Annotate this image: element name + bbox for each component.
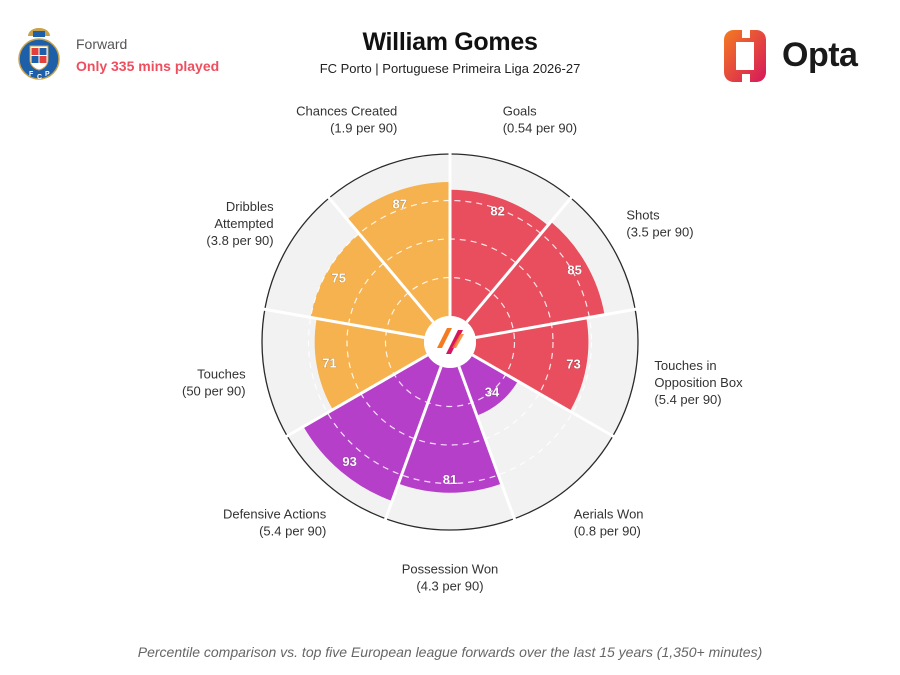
bar-dribbles-attempted	[310, 233, 434, 338]
metric-detail: (0.54 per 90)	[503, 121, 577, 136]
grid-ring-25	[384, 276, 516, 408]
metric-detail: (0.8 per 90)	[574, 523, 641, 538]
bar-defensive-actions	[303, 355, 442, 502]
metric-label: Dribbles Attempted (3.8 per 90)	[206, 199, 274, 248]
svg-text:F: F	[29, 71, 34, 78]
bar-value-label: 93	[342, 454, 356, 469]
metric-name: Dribbles	[226, 199, 274, 214]
metric-name: Goals	[503, 104, 537, 119]
center-disc	[424, 316, 476, 368]
player-info: F C P Forward Only 335 mins played	[16, 26, 276, 86]
bar-value-label: 81	[443, 472, 457, 487]
minutes-warning: Only 335 mins played	[76, 58, 220, 74]
metric-detail: (1.9 per 90)	[330, 121, 397, 136]
bar-touches	[314, 318, 428, 410]
opta-logo-icon	[724, 26, 766, 86]
title-block: William Gomes FC Porto | Portuguese Prim…	[250, 28, 650, 76]
page-title: William Gomes	[362, 28, 538, 56]
metric-name: Opposition Box	[654, 375, 743, 390]
metric-label: Goals (0.54 per 90)	[503, 104, 577, 136]
metric-name: Aerials Won	[574, 506, 644, 521]
sector-divider	[319, 186, 435, 324]
metric-detail: (5.4 per 90)	[259, 523, 326, 538]
metric-label: Defensive Actions (5.4 per 90)	[223, 506, 327, 538]
bar-touches-in-opposition-box	[472, 317, 589, 412]
metric-name: Touches	[197, 366, 246, 381]
bar-value-label: 85	[567, 263, 581, 278]
bar-value-label: 34	[485, 385, 500, 400]
metric-label: Chances Created (1.9 per 90)	[296, 104, 397, 136]
sector-divider	[274, 353, 429, 445]
metric-name: Shots	[626, 208, 660, 223]
svg-text:C: C	[37, 74, 42, 81]
metric-label: Possession Won (4.3 per 90)	[402, 562, 499, 594]
bar-value-label: 73	[566, 356, 580, 371]
bar-chances-created	[347, 182, 450, 323]
bar-value-label: 71	[322, 356, 336, 371]
footnote: Percentile comparison vs. top five Europ…	[137, 644, 763, 660]
sector-divider	[379, 365, 443, 533]
player-position: Forward	[76, 36, 128, 52]
metric-detail: (50 per 90)	[182, 383, 246, 398]
metric-detail: (3.8 per 90)	[206, 233, 273, 248]
bar-aerials-won	[458, 355, 518, 416]
svg-text:P: P	[45, 71, 50, 78]
sector-divider	[250, 305, 425, 339]
bar-value-label: 75	[331, 270, 345, 285]
metric-label: Aerials Won (0.8 per 90)	[574, 506, 644, 538]
metric-name: Chances Created	[296, 104, 397, 119]
bar-value-label: 87	[392, 196, 406, 211]
bar-shots	[466, 221, 605, 338]
opta-wordmark: Opta	[782, 36, 858, 74]
metric-name: Possession Won	[402, 562, 499, 577]
sector-divider	[471, 353, 626, 445]
sector-divider	[457, 365, 521, 533]
grid-ring-75	[307, 199, 593, 485]
metric-detail: (4.3 per 90)	[416, 579, 483, 594]
metric-name: Attempted	[214, 216, 273, 231]
sector-divider	[465, 186, 581, 324]
bar-goals	[450, 189, 548, 323]
bar-value-label: 82	[490, 204, 504, 219]
metric-detail: (3.5 per 90)	[626, 225, 693, 240]
opta-logo: Opta	[718, 26, 878, 86]
metric-label: Shots (3.5 per 90)	[626, 208, 693, 240]
metric-label: Touches (50 per 90)	[182, 366, 246, 398]
center-logo-icon	[437, 328, 464, 354]
page-subtitle: FC Porto | Portuguese Primeira Liga 2026…	[319, 61, 581, 76]
bar-possession-won	[398, 366, 502, 493]
metric-detail: (5.4 per 90)	[654, 392, 721, 407]
sector-divider	[475, 305, 650, 339]
metric-name: Defensive Actions	[223, 506, 327, 521]
metric-label: Touches in Opposition Box (5.4 per 90)	[654, 358, 743, 407]
metric-name: Touches in	[654, 358, 716, 373]
percentile-radar-chart: 82 85 73 34 81 93 71 75 87 Goals (0.54 per 90) Sho…	[182, 104, 743, 594]
club-crest-icon: F C P	[18, 28, 60, 81]
